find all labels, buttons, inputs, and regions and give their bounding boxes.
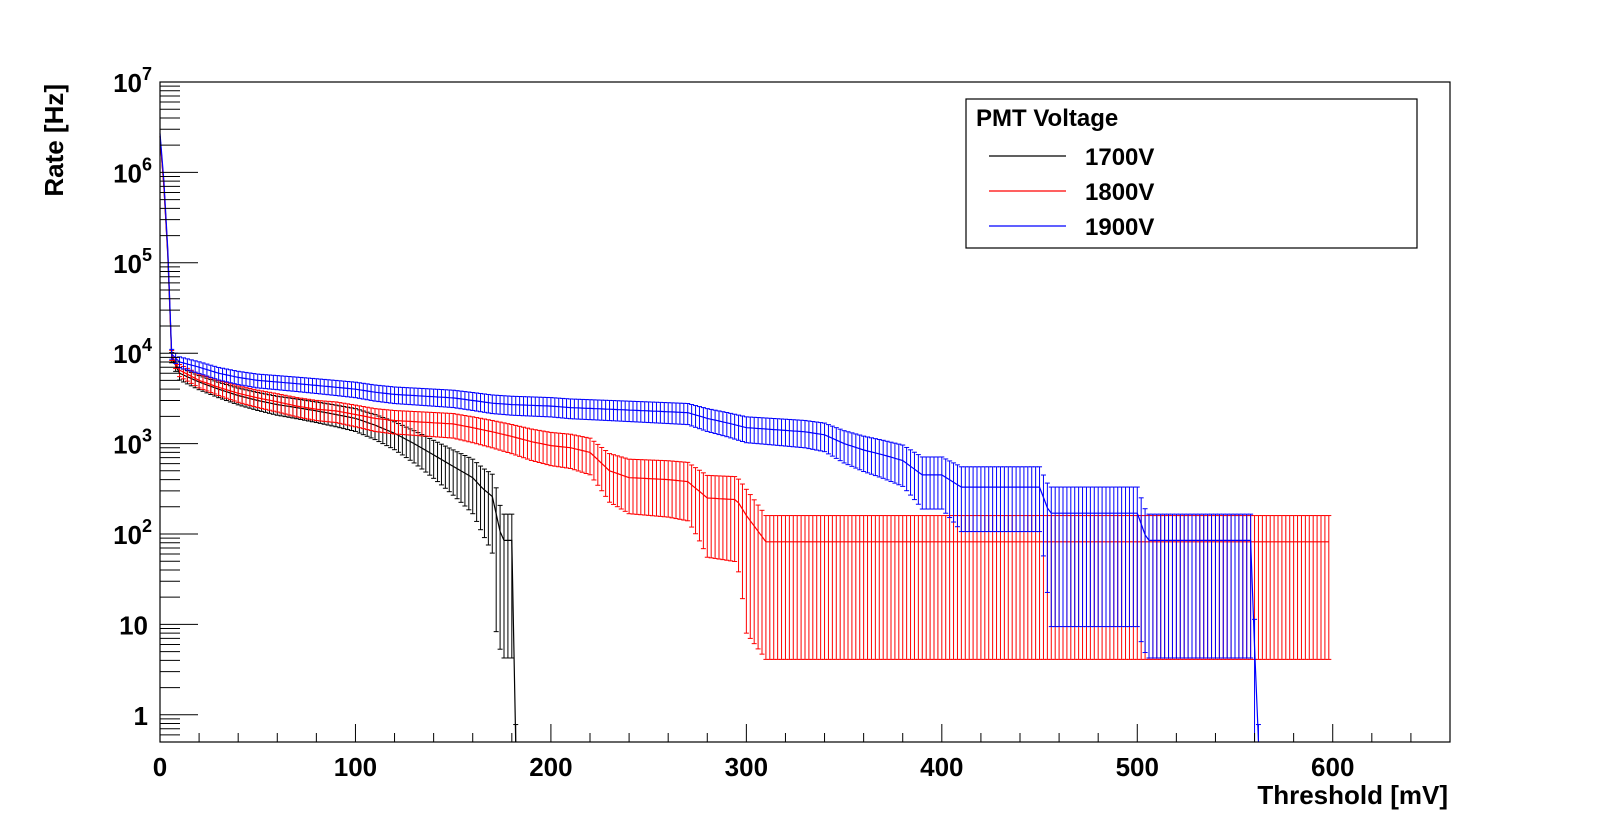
legend-label: 1800V xyxy=(1085,179,1154,206)
y-tick-label: 103 xyxy=(113,426,152,460)
x-tick-label: 100 xyxy=(334,752,377,782)
y-axis: 1 10 102 103 104 105 106 107 xyxy=(113,64,198,743)
x-tick-label: 300 xyxy=(725,752,768,782)
series-line xyxy=(159,133,1260,743)
y-axis-title: Rate [Hz] xyxy=(39,84,69,197)
legend-label: 1900V xyxy=(1085,214,1154,241)
y-tick-label: 10 xyxy=(119,610,148,640)
y-tick-label: 104 xyxy=(113,335,152,369)
legend-label: 1700V xyxy=(1085,144,1154,171)
x-tick-label: 500 xyxy=(1116,752,1159,782)
y-tick-label: 106 xyxy=(113,154,152,188)
x-tick-label: 0 xyxy=(153,752,167,782)
y-tick-label: 105 xyxy=(113,245,152,279)
plot-frame xyxy=(159,81,1451,743)
y-tick-label: 102 xyxy=(113,516,152,550)
x-tick-label: 400 xyxy=(920,752,963,782)
x-axis: 0 100 200 300 400 500 600 xyxy=(153,724,1451,782)
series-line xyxy=(159,136,1329,543)
series-layer xyxy=(159,133,1332,743)
series-line xyxy=(159,136,517,743)
legend-box xyxy=(965,98,1418,249)
legend: PMT Voltage 1700V 1800V 1900V xyxy=(965,98,1418,249)
series-1900V xyxy=(159,133,1261,743)
y-tick-label: 1 xyxy=(134,701,148,731)
x-tick-label: 600 xyxy=(1311,752,1354,782)
x-axis-title: Threshold [mV] xyxy=(1257,780,1448,810)
y-tick-label: 107 xyxy=(113,64,152,98)
legend-title: PMT Voltage xyxy=(976,105,1118,132)
x-tick-label: 200 xyxy=(529,752,572,782)
